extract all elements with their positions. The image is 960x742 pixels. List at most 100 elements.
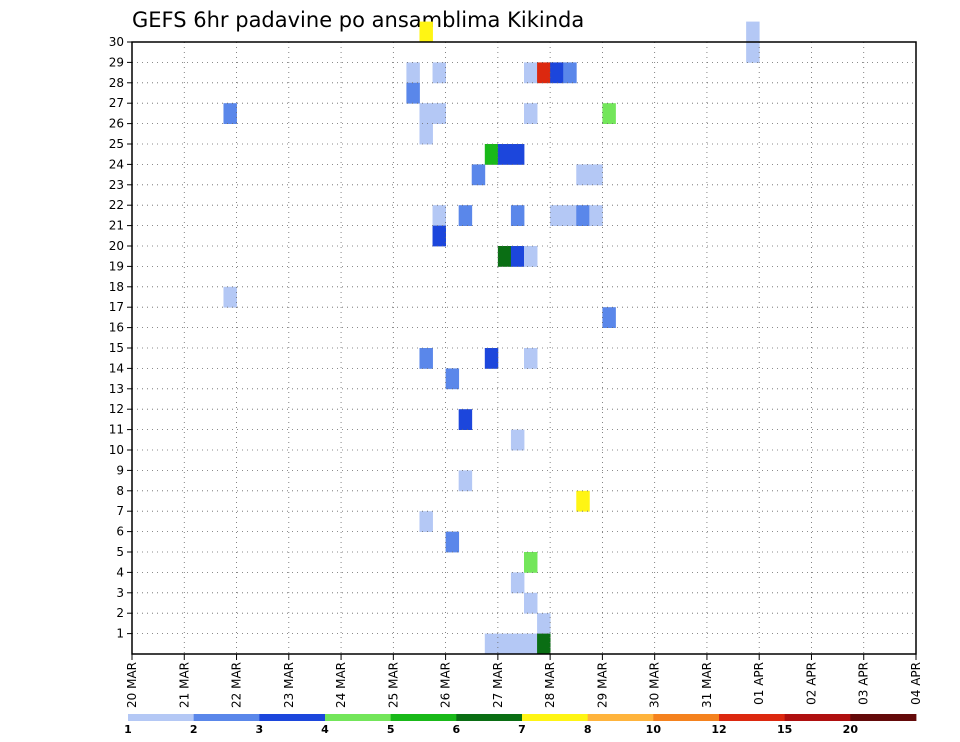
chart-title: GEFS 6hr padavine po ansamblima Kikinda	[132, 8, 584, 32]
colorbar-label: 8	[584, 723, 592, 736]
heatmap-cell	[576, 490, 590, 512]
heatmap-cell	[524, 348, 538, 369]
x-tick-label: 31 MAR	[700, 662, 714, 708]
heatmap-cell	[563, 62, 577, 84]
heatmap-cell	[419, 123, 433, 145]
colorbar-segment	[850, 714, 917, 721]
colorbar-label: 15	[777, 723, 792, 736]
x-tick-label: 25 MAR	[386, 662, 400, 708]
heatmap-cell	[432, 103, 446, 124]
heatmap-cell	[484, 348, 499, 369]
heatmap-cell	[419, 103, 433, 124]
colorbar-label: 1	[124, 723, 132, 736]
y-tick-label: 3	[116, 586, 124, 600]
y-tick-label: 11	[109, 423, 124, 437]
x-tick-label: 23 MAR	[282, 662, 296, 708]
y-tick-label: 30	[109, 35, 124, 49]
heatmap-cell	[432, 205, 446, 226]
heatmap-cell	[576, 164, 590, 186]
y-tick-label: 15	[109, 341, 124, 355]
y-tick-label: 7	[116, 504, 124, 518]
heatmap-cell	[537, 613, 551, 634]
y-tick-label: 1	[116, 627, 124, 641]
heatmap-cell	[537, 62, 551, 84]
heatmap-cell	[406, 62, 420, 84]
heatmap-cell	[484, 144, 499, 165]
colorbar-segment	[259, 714, 326, 721]
heatmap-cell	[497, 246, 512, 267]
y-tick-label: 27	[109, 96, 124, 110]
x-tick-label: 28 MAR	[543, 662, 557, 708]
heatmap-cell	[497, 633, 512, 655]
heatmap-cell	[524, 246, 538, 267]
colorbar-label: 20	[843, 723, 859, 736]
colorbar-label: 4	[321, 723, 329, 736]
colorbar-segment	[193, 714, 260, 721]
heatmap-cell	[406, 82, 420, 104]
y-tick-label: 14	[109, 361, 124, 375]
heatmap-cell	[746, 42, 760, 63]
x-tick-label: 22 MAR	[230, 662, 244, 708]
y-axis: 1234567891011121314151617181920212223242…	[109, 35, 132, 641]
heatmap-cell	[510, 205, 525, 226]
heatmap-cell	[458, 205, 473, 226]
x-tick-label: 30 MAR	[648, 662, 662, 708]
heatmap-cell	[223, 103, 237, 124]
heatmap-cell	[746, 21, 760, 43]
colorbar-label: 5	[387, 723, 395, 736]
colorbar-label: 7	[518, 723, 526, 736]
colorbar-segment	[587, 714, 654, 721]
heatmap-cell	[432, 225, 446, 247]
heatmap-cell	[510, 144, 525, 165]
heatmap-cell	[432, 62, 446, 84]
y-tick-label: 23	[109, 178, 124, 192]
heatmap-cell	[524, 62, 538, 84]
x-tick-label: 02 APR	[804, 662, 818, 705]
colorbar-segment	[456, 714, 523, 721]
heatmap-cell	[537, 633, 551, 655]
colorbar-label: 6	[453, 723, 461, 736]
y-tick-label: 18	[109, 280, 124, 294]
x-tick-label: 20 MAR	[125, 662, 139, 708]
heatmap-cell	[419, 511, 433, 532]
heatmap-cell	[419, 21, 433, 43]
colorbar-segment	[325, 714, 392, 721]
heatmap-cell	[524, 552, 538, 573]
y-tick-label: 28	[109, 76, 124, 90]
heatmap-cells	[223, 21, 760, 655]
y-tick-label: 4	[116, 565, 124, 579]
y-tick-label: 6	[116, 525, 124, 539]
heatmap-cell	[510, 246, 525, 267]
heatmap-cell	[484, 633, 499, 655]
colorbar-segment	[719, 714, 786, 721]
heatmap-cell	[550, 205, 564, 226]
y-tick-label: 2	[116, 606, 124, 620]
colorbar-segment	[128, 714, 195, 721]
heatmap-cell	[589, 205, 603, 226]
heatmap-cell	[458, 409, 473, 430]
y-tick-label: 13	[109, 382, 124, 396]
heatmap-cell	[589, 164, 603, 186]
grid-lines	[132, 42, 916, 654]
colorbar-label: 12	[711, 723, 726, 736]
heatmap-cell	[602, 103, 616, 124]
y-tick-label: 17	[109, 300, 124, 314]
x-tick-label: 04 APR	[909, 662, 923, 705]
colorbar-label: 2	[190, 723, 198, 736]
heatmap-cell	[510, 429, 525, 451]
heatmap-cell	[497, 144, 512, 165]
x-tick-label: 27 MAR	[491, 662, 505, 708]
y-tick-label: 8	[116, 484, 124, 498]
heatmap-cell	[223, 286, 237, 308]
y-tick-label: 21	[109, 219, 124, 233]
x-tick-label: 21 MAR	[177, 662, 191, 708]
x-tick-label: 03 APR	[857, 662, 871, 705]
heatmap-cell	[471, 164, 486, 186]
y-tick-label: 22	[109, 198, 124, 212]
x-tick-label: 24 MAR	[334, 662, 348, 708]
colorbar-segment	[784, 714, 851, 721]
heatmap-cell	[524, 633, 538, 655]
y-tick-label: 24	[109, 157, 124, 171]
heatmap-cell	[419, 348, 433, 369]
